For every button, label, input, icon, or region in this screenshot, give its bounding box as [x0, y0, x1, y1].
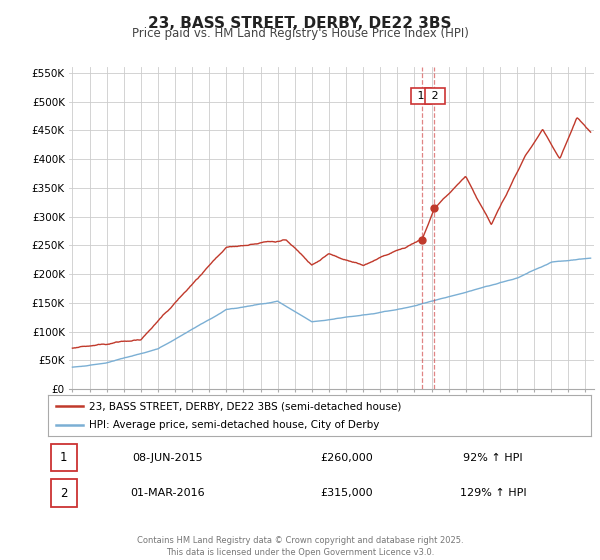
Text: HPI: Average price, semi-detached house, City of Derby: HPI: Average price, semi-detached house,…: [89, 420, 379, 430]
Text: 08-JUN-2015: 08-JUN-2015: [132, 452, 203, 463]
Text: £315,000: £315,000: [320, 488, 373, 498]
Text: Contains HM Land Registry data © Crown copyright and database right 2025.
This d: Contains HM Land Registry data © Crown c…: [137, 536, 463, 557]
Text: Price paid vs. HM Land Registry's House Price Index (HPI): Price paid vs. HM Land Registry's House …: [131, 27, 469, 40]
Text: 1: 1: [414, 91, 428, 101]
Text: 23, BASS STREET, DERBY, DE22 3BS: 23, BASS STREET, DERBY, DE22 3BS: [148, 16, 452, 31]
Text: 92% ↑ HPI: 92% ↑ HPI: [463, 452, 523, 463]
Text: 23, BASS STREET, DERBY, DE22 3BS (semi-detached house): 23, BASS STREET, DERBY, DE22 3BS (semi-d…: [89, 402, 401, 411]
Text: 01-MAR-2016: 01-MAR-2016: [130, 488, 205, 498]
Bar: [51, 444, 77, 472]
Text: 2: 2: [60, 487, 67, 500]
Text: £260,000: £260,000: [320, 452, 373, 463]
Text: 2: 2: [428, 91, 442, 101]
Text: 1: 1: [60, 451, 67, 464]
Text: 129% ↑ HPI: 129% ↑ HPI: [460, 488, 527, 498]
Bar: [51, 479, 77, 507]
